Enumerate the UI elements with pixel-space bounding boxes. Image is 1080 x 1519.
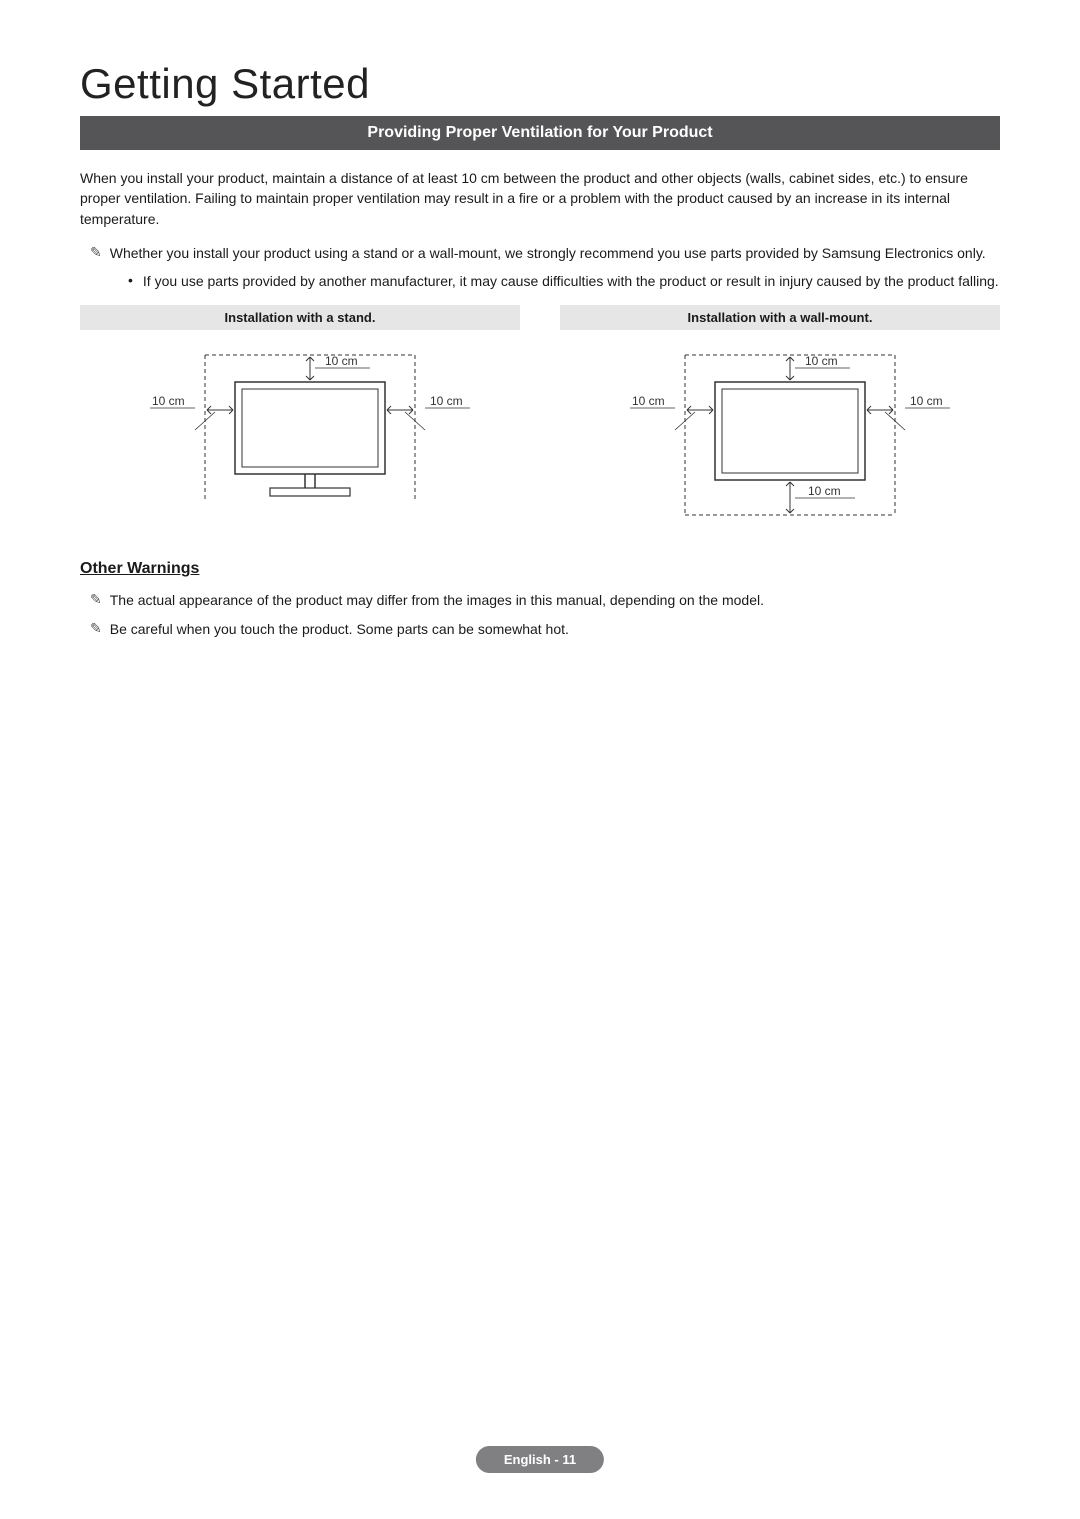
bullet-text: If you use parts provided by another man… xyxy=(143,271,999,291)
wall-bottom-label: 10 cm xyxy=(808,484,841,498)
note-item: ✎ The actual appearance of the product m… xyxy=(90,590,1000,610)
note-icon: ✎ xyxy=(90,243,102,263)
stand-top-label: 10 cm xyxy=(325,354,358,368)
note-text: Whether you install your product using a… xyxy=(110,243,986,263)
diagram-wall-header: Installation with a wall-mount. xyxy=(560,305,1000,330)
note-text: The actual appearance of the product may… xyxy=(110,590,764,610)
other-warnings-heading: Other Warnings xyxy=(80,560,1000,578)
note-item: ✎ Whether you install your product using… xyxy=(90,243,1000,263)
diagram-wall-svg: 10 cm 10 cm 10 cm xyxy=(560,340,1000,530)
note-text: Be careful when you touch the product. S… xyxy=(110,619,569,639)
wall-right-label: 10 cm xyxy=(910,394,943,408)
page-number-pill: English - 11 xyxy=(476,1446,604,1473)
page-title: Getting Started xyxy=(80,60,1000,108)
stand-left-label: 10 cm xyxy=(152,394,185,408)
note-icon: ✎ xyxy=(90,619,102,639)
stand-right-label: 10 cm xyxy=(430,394,463,408)
diagram-row: Installation with a stand. xyxy=(80,305,1000,530)
wall-left-label: 10 cm xyxy=(632,394,665,408)
diagram-stand-svg: 10 cm 10 cm 10 cm xyxy=(80,340,520,510)
section-heading-bar: Providing Proper Ventilation for Your Pr… xyxy=(80,116,1000,150)
diagram-stand-header: Installation with a stand. xyxy=(80,305,520,330)
diagram-wall-column: Installation with a wall-mount. 10 cm xyxy=(560,305,1000,530)
note-icon: ✎ xyxy=(90,590,102,610)
diagram-stand-column: Installation with a stand. xyxy=(80,305,520,530)
bullet-icon: • xyxy=(128,271,133,291)
bullet-item: • If you use parts provided by another m… xyxy=(128,271,1000,291)
note-item: ✎ Be careful when you touch the product.… xyxy=(90,619,1000,639)
wall-top-label: 10 cm xyxy=(805,354,838,368)
intro-paragraph: When you install your product, maintain … xyxy=(80,168,1000,229)
